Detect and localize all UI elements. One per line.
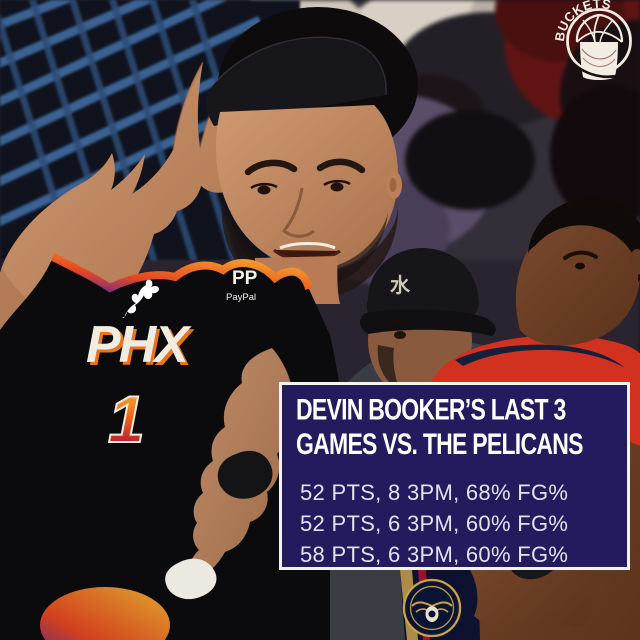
svg-text:BUCKETS: BUCKETS bbox=[552, 0, 613, 42]
